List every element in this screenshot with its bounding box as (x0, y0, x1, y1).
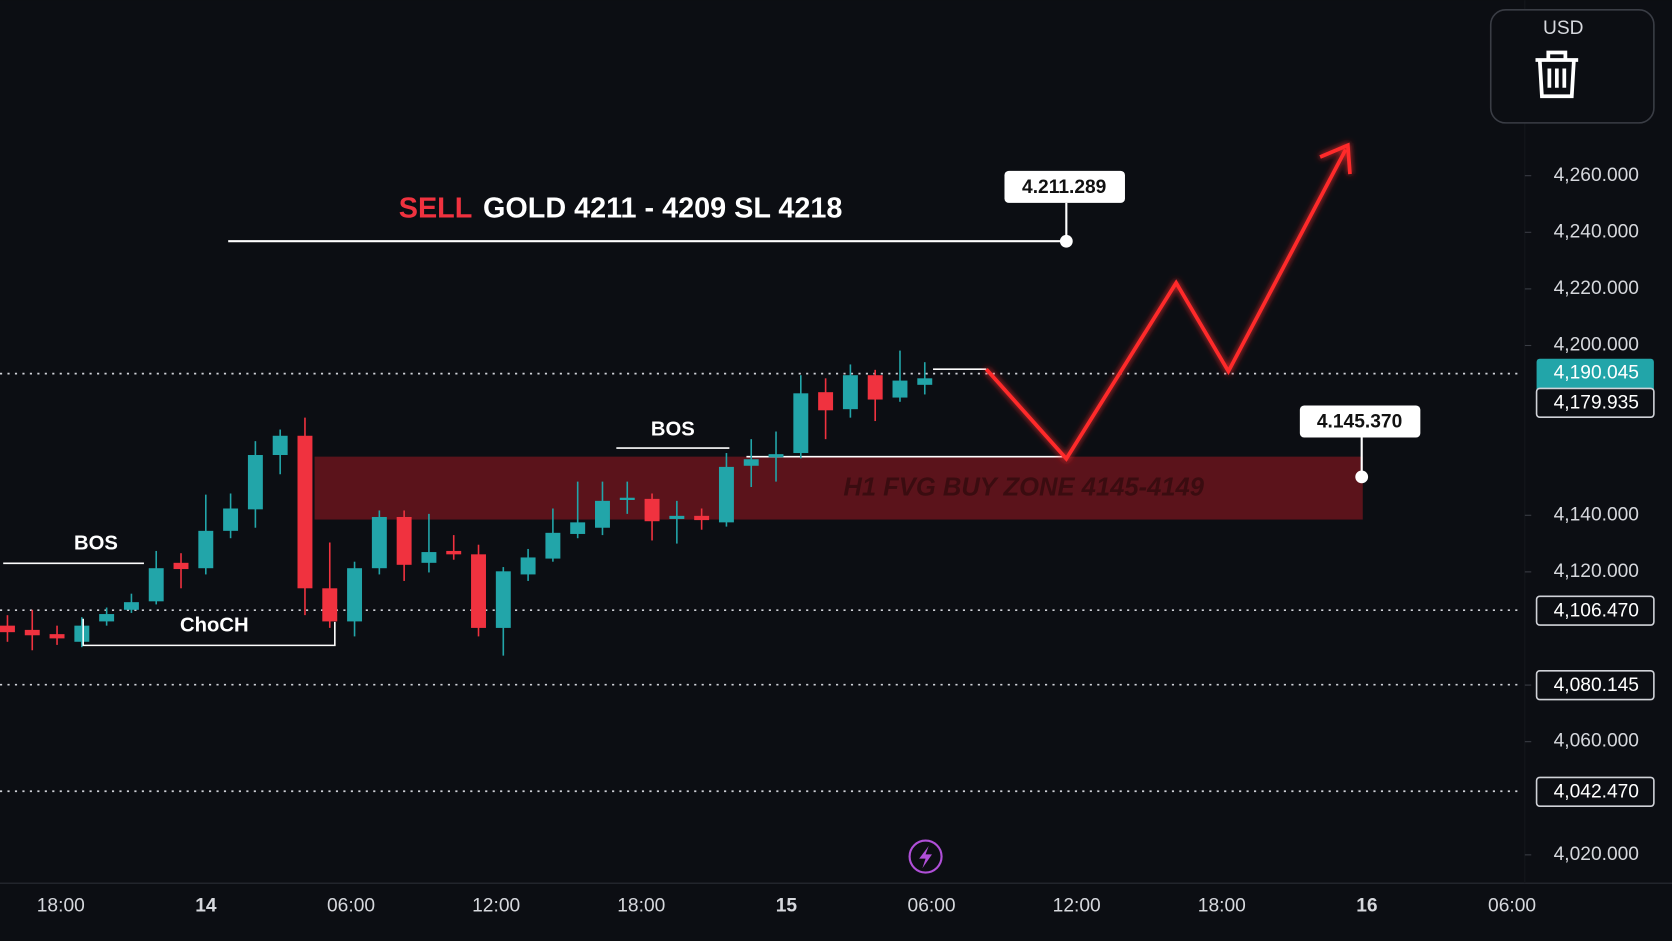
fvg-zone (314, 456, 1363, 520)
x-tick-label: 06:00 (327, 896, 375, 917)
candle-body (0, 625, 15, 633)
currency-label: USD (1543, 18, 1584, 39)
candle-body (669, 515, 685, 519)
candle-body (198, 530, 214, 569)
projection-arrow (984, 142, 1352, 462)
candle-body (297, 435, 313, 589)
candle-body (123, 602, 139, 610)
candle-body (644, 498, 660, 522)
candle-body (49, 634, 65, 639)
candle-body (793, 393, 809, 454)
signal-detail: GOLD 4211 - 4209 SL 4218 (483, 192, 842, 224)
y-tick-label: 4,020.000 (1554, 844, 1639, 865)
trash-stripes (1547, 68, 1567, 88)
price-label: 4,080.145 (1554, 675, 1639, 696)
x-tick-label: 06:00 (908, 896, 956, 917)
price-label-box (1535, 776, 1655, 808)
candle-body (148, 568, 164, 602)
candle-body (371, 516, 387, 569)
level-dot (1059, 234, 1073, 248)
arrow-head (1319, 142, 1352, 175)
candle-body (818, 392, 834, 411)
candle-body (446, 550, 462, 555)
candle-body (917, 378, 933, 385)
candle-body (842, 375, 858, 410)
candle-body (520, 557, 536, 575)
x-tick-label: 12:00 (1053, 896, 1101, 917)
current-price-label: 4,190.045 (1554, 363, 1639, 384)
x-tick-label: 18:00 (37, 896, 85, 917)
price-label-box (1535, 387, 1655, 419)
candle-body (347, 568, 363, 622)
level-box (1004, 170, 1125, 203)
price-label-box (1535, 595, 1655, 626)
level-box (1299, 405, 1421, 438)
candle-body (495, 571, 511, 628)
candle-body (718, 466, 734, 523)
candle-body (396, 516, 412, 565)
candle-body (247, 455, 263, 510)
y-tick-label: 4,200.000 (1554, 335, 1639, 356)
candle-body (694, 515, 710, 521)
y-tick-label: 4,240.000 (1554, 221, 1639, 242)
candle-body (595, 500, 610, 528)
y-tick-label: 4,060.000 (1554, 731, 1639, 752)
replay-icon[interactable] (908, 839, 943, 874)
candle-body (545, 532, 561, 559)
trash-handle (1546, 50, 1568, 60)
price-label: 4,106.470 (1554, 600, 1639, 621)
projection-path (984, 148, 1348, 462)
x-tick-label: 12:00 (472, 896, 520, 917)
y-tick-label: 4,260.000 (1554, 165, 1639, 186)
candle-body (570, 522, 586, 534)
bos-label: BOS (74, 532, 118, 554)
candle-body (619, 497, 635, 501)
y-tick-label: 4,120.000 (1554, 561, 1639, 582)
candle-body (99, 614, 115, 622)
signal-action: SELL (399, 192, 473, 224)
trash-icon (1535, 50, 1579, 99)
signal-text: SELL GOLD 4211 - 4209 SL 4218 (399, 192, 843, 224)
candle-body (471, 554, 486, 628)
candle-body (173, 562, 189, 570)
price-label-box (1535, 670, 1655, 701)
candle-body (322, 588, 338, 622)
level-high-label: 4.211.289 (1022, 177, 1106, 198)
level-low-label: 4.145.370 (1317, 412, 1402, 433)
candle-body (768, 454, 784, 458)
candle-body (421, 552, 437, 563)
x-tick-label: 18:00 (1198, 896, 1246, 917)
candles (0, 350, 933, 656)
candle-body (74, 625, 90, 642)
choch-label: ChoCH (180, 615, 249, 637)
zone-label: H1 FVG BUY ZONE 4145-4149 (843, 473, 1204, 501)
x-tick-label: 14 (195, 896, 217, 917)
candle-body (867, 375, 883, 400)
candle-body (272, 435, 288, 456)
choch-bracket (82, 618, 336, 647)
y-tick-label: 4,220.000 (1554, 278, 1639, 299)
trash-can (1537, 59, 1576, 99)
price-label: 4,179.935 (1554, 392, 1639, 413)
candle-body (892, 380, 908, 398)
y-tick-label: 4,140.000 (1554, 504, 1639, 525)
price-label: 4,042.470 (1554, 781, 1639, 802)
candle-body (223, 508, 239, 531)
x-tick-label: 18:00 (617, 896, 665, 917)
candle-body (24, 629, 40, 636)
axes: 4,020.0004,060.0004,080.0004,120.0004,14… (37, 165, 1655, 917)
x-tick-label: 06:00 (1488, 896, 1536, 917)
replay-icon-bolt (919, 845, 932, 869)
x-tick-label: 16 (1356, 896, 1377, 917)
x-tick-label: 15 (776, 896, 798, 917)
bos-label: BOS (651, 418, 695, 440)
candle-body (743, 459, 759, 466)
level-dot (1355, 470, 1369, 484)
